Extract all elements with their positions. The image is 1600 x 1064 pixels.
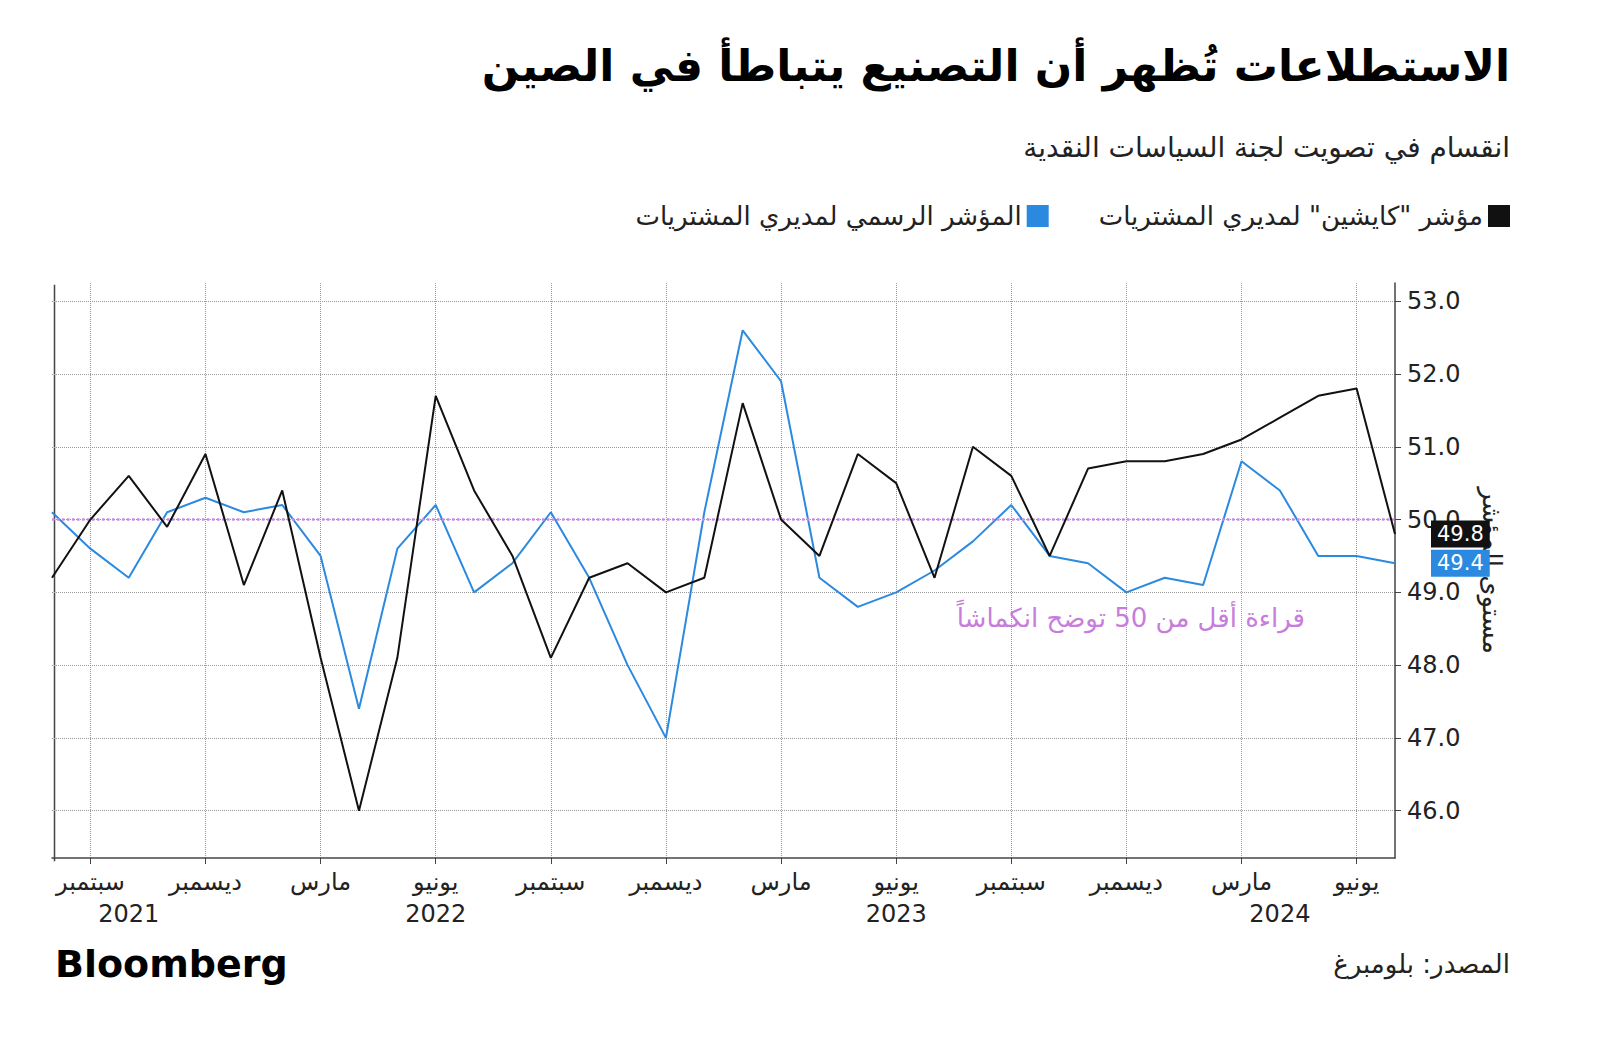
svg-text:2023: 2023 (866, 900, 927, 928)
svg-text:المصدر: بلومبرغ: المصدر: بلومبرغ (1333, 949, 1510, 980)
svg-text:يونيو: يونيو (412, 868, 458, 896)
svg-text:52.0: 52.0 (1407, 360, 1460, 388)
svg-text:2022: 2022 (405, 900, 466, 928)
svg-text:2021: 2021 (98, 900, 159, 928)
svg-text:سبتمبر: سبتمبر (55, 868, 125, 896)
svg-text:انقسام في تصويت لجنة السياسات: انقسام في تصويت لجنة السياسات النقدية (1023, 131, 1510, 164)
svg-text:49.0: 49.0 (1407, 578, 1460, 606)
svg-text:51.0: 51.0 (1407, 433, 1460, 461)
svg-text:48.0: 48.0 (1407, 651, 1460, 679)
svg-text:2024: 2024 (1249, 900, 1310, 928)
svg-text:49.8: 49.8 (1437, 522, 1484, 546)
svg-text:ديسمبر: ديسمبر (1089, 868, 1163, 896)
svg-text:مؤشر "كايشين" لمديري المشتريات: مؤشر "كايشين" لمديري المشتريات (1099, 201, 1483, 232)
svg-text:مارس: مارس (290, 868, 351, 896)
svg-text:المؤشر الرسمي لمديري المشتريات: المؤشر الرسمي لمديري المشتريات (635, 201, 1021, 232)
svg-text:53.0: 53.0 (1407, 287, 1460, 315)
svg-text:ديسمبر: ديسمبر (168, 868, 242, 896)
svg-text:46.0: 46.0 (1407, 797, 1460, 825)
svg-text:يونيو: يونيو (872, 868, 918, 896)
svg-text:مستوى المؤشر: مستوى المؤشر (1477, 487, 1507, 654)
svg-text:47.0: 47.0 (1407, 724, 1460, 752)
svg-text:49.4: 49.4 (1437, 551, 1484, 575)
svg-text:ديسمبر: ديسمبر (628, 868, 702, 896)
svg-text:سبتمبر: سبتمبر (515, 868, 585, 896)
svg-text:Bloomberg: Bloomberg (55, 942, 288, 986)
svg-text:مارس: مارس (751, 868, 812, 896)
svg-text:مارس: مارس (1211, 868, 1272, 896)
svg-text:الاستطلاعات تُظهر أن التصنيع ي: الاستطلاعات تُظهر أن التصنيع يتباطأ في ا… (482, 37, 1510, 92)
svg-text:سبتمبر: سبتمبر (976, 868, 1046, 896)
svg-text:50.0: 50.0 (1407, 505, 1461, 534)
svg-text:يونيو: يونيو (1333, 868, 1379, 896)
svg-text:قراءة أقل من 50 توضح انكماشاً: قراءة أقل من 50 توضح انكماشاً (956, 599, 1305, 634)
